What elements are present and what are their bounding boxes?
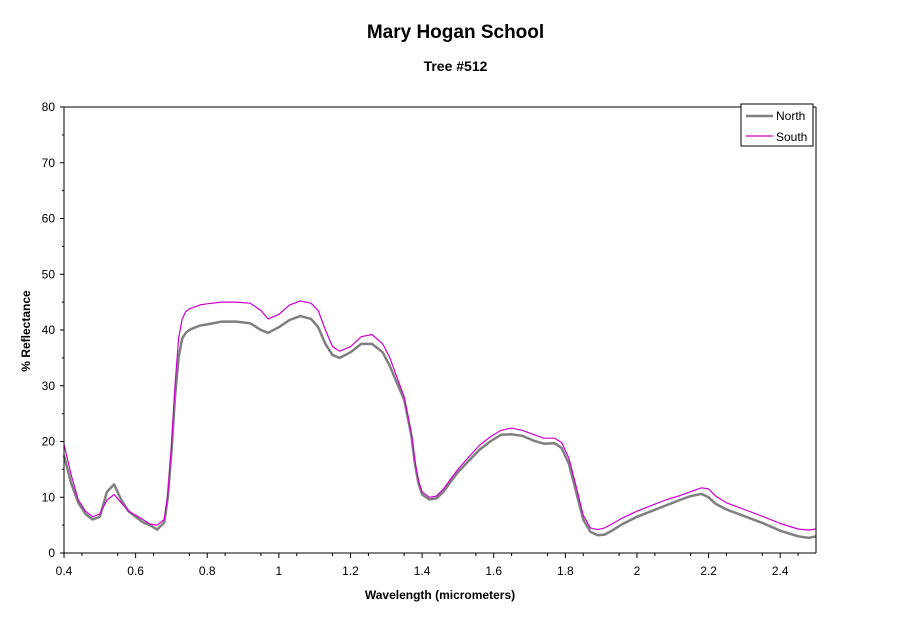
x-tick-label: 0.8 <box>199 564 216 578</box>
legend-south-label: South <box>776 130 807 144</box>
chart-title: Mary Hogan School <box>366 22 545 43</box>
y-tick-label: 60 <box>42 212 56 226</box>
x-tick-label: 2 <box>634 564 641 578</box>
x-tick-label: 0.6 <box>127 564 144 578</box>
x-tick-label: 2.2 <box>700 564 717 578</box>
x-tick-label: 1.2 <box>342 564 359 578</box>
y-tick-label: 50 <box>42 267 56 281</box>
x-tick-label: 1 <box>276 564 283 578</box>
y-tick-label: 80 <box>42 100 56 114</box>
x-tick-label: 1.8 <box>557 564 574 578</box>
y-axis-label: % Reflectance <box>19 290 33 372</box>
legend-north-label: North <box>776 109 805 123</box>
x-tick-label: 0.4 <box>56 564 73 578</box>
axis-layer: 0 10 20 30 40 50 60 70 80 0.4 0.6 0.8 1 1.2 1.4 1.6 1.8 2… <box>42 100 799 578</box>
y-tick-label: 40 <box>42 323 56 337</box>
y-tick-label: 70 <box>42 156 56 170</box>
y-tick-label: 10 <box>42 490 56 504</box>
series-line-south <box>63 300 817 531</box>
plot-area <box>64 107 816 553</box>
y-tick-label: 30 <box>42 379 56 393</box>
legend: North South <box>740 103 814 147</box>
series-layer <box>62 300 817 540</box>
chart-subtitle: Tree #512 <box>423 58 488 74</box>
x-tick-label: 1.6 <box>485 564 502 578</box>
y-tick-label: 0 <box>48 546 55 560</box>
x-axis-label: Wavelength (micrometers) <box>364 588 516 602</box>
x-tick-label: 1.4 <box>414 564 431 578</box>
legend-box <box>740 103 814 147</box>
y-tick-label: 20 <box>42 435 56 449</box>
x-tick-label: 2.4 <box>772 564 789 578</box>
